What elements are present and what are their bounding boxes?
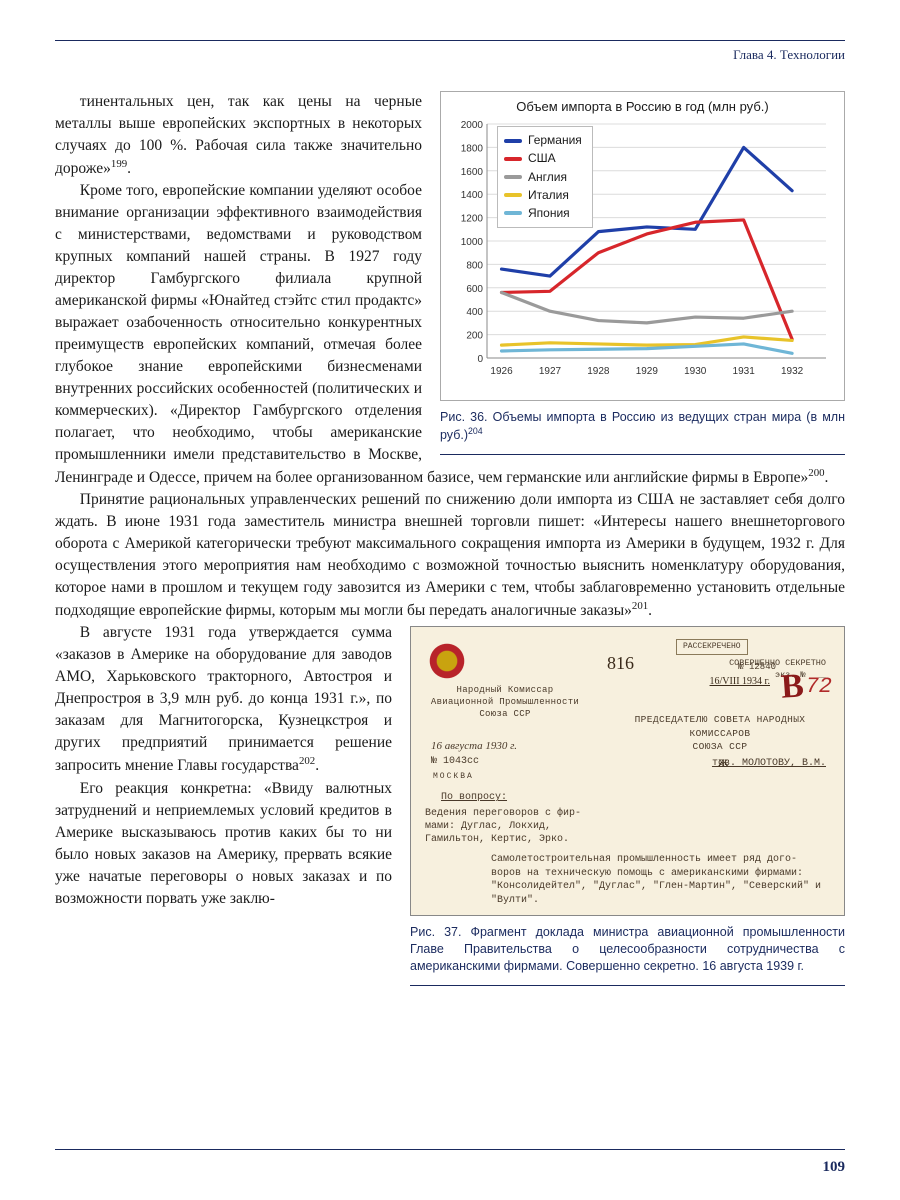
- stamp-date: 16/VIII 1934 г.: [710, 675, 770, 689]
- p5-text: Его реакция конкретна: «Ввиду валютных з…: [55, 780, 392, 907]
- svg-text:1932: 1932: [781, 366, 804, 377]
- legend-swatch: [504, 175, 522, 179]
- legend-item: Япония: [504, 205, 582, 222]
- doc-issuer: Народный КомиссарАвиационной Промышленно…: [425, 685, 585, 720]
- ussr-seal-icon: [427, 641, 467, 681]
- page-number: 109: [823, 1159, 846, 1176]
- svg-text:1600: 1600: [461, 167, 484, 178]
- paragraph-3: Принятие рациональных управленческих реш…: [55, 489, 845, 622]
- caption-text: Рис. 36. Объемы импорта в Россию из веду…: [440, 410, 845, 442]
- chapter-header: Глава 4. Технологии: [55, 47, 845, 63]
- figure-37: Народный КомиссарАвиационной Промышленно…: [410, 626, 845, 986]
- archival-document: Народный КомиссарАвиационной Промышленно…: [410, 626, 845, 916]
- doc-main-body: Самолетостроительная промышленность имее…: [491, 853, 830, 907]
- legend-label: Италия: [528, 187, 569, 204]
- legend-label: США: [528, 150, 556, 167]
- chart-legend: ГерманияСША АнглияИталияЯпония: [497, 126, 593, 227]
- doc-number: № 1043сс: [431, 755, 479, 769]
- figure-36: Объем импорта в Россию в год (млн руб.) …: [440, 91, 845, 455]
- legend-label: Англия: [528, 169, 567, 186]
- caption-footnote-ref: 204: [468, 426, 483, 436]
- footnote-201: 201: [632, 600, 648, 612]
- handwritten-mark-b: В: [780, 663, 806, 713]
- legend-swatch: [504, 139, 522, 143]
- footer-rule: [55, 1149, 845, 1150]
- declassified-stamp: РАССЕКРЕЧЕНО: [676, 639, 748, 654]
- p3-text: Принятие рациональных управленческих реш…: [55, 491, 845, 619]
- legend-swatch: [504, 211, 522, 215]
- svg-text:1200: 1200: [461, 214, 484, 225]
- svg-text:1929: 1929: [636, 366, 659, 377]
- subject-label-text: По вопросу:: [441, 792, 507, 803]
- svg-text:1930: 1930: [684, 366, 707, 377]
- legend-swatch: [504, 193, 522, 197]
- doc-date-script: 16 августа 1930 г.: [431, 739, 517, 755]
- svg-text:1800: 1800: [461, 144, 484, 155]
- footnote-200: 200: [808, 467, 824, 479]
- svg-text:1927: 1927: [539, 366, 562, 377]
- svg-text:200: 200: [466, 331, 483, 342]
- figure-37-caption: Рис. 37. Фрагмент доклада министра авиац…: [410, 924, 845, 986]
- svg-text:1926: 1926: [490, 366, 513, 377]
- chart-plot-area: 0 200 400 600 800 1000 1200 1400 1600 1800 2000 192…: [449, 120, 836, 380]
- doc-city: МОСКВА: [433, 771, 474, 782]
- handwritten-72: 72: [806, 671, 832, 702]
- footnote-199: 199: [111, 158, 127, 170]
- svg-text:400: 400: [466, 308, 483, 319]
- doc-recipient: тов. МОЛОТОВУ, В.М.: [712, 757, 826, 771]
- header-rule: [55, 40, 845, 41]
- svg-text:800: 800: [466, 261, 483, 272]
- doc-addressee: ПРЕДСЕДАТЕЛЮ СОВЕТА НАРОДНЫХ КОМИССАРОВС…: [610, 713, 830, 753]
- svg-text:1400: 1400: [461, 191, 484, 202]
- svg-text:1000: 1000: [461, 237, 484, 248]
- legend-item: Италия: [504, 187, 582, 204]
- page-body: Объем импорта в Россию в год (млн руб.) …: [55, 91, 845, 910]
- legend-label: Германия: [528, 132, 582, 149]
- doc-subject-body: Ведения переговоров с фир-мами: Дуглас, …: [425, 807, 625, 846]
- legend-item: Германия: [504, 132, 582, 149]
- import-chart: Объем импорта в Россию в год (млн руб.) …: [440, 91, 845, 401]
- doc-subject-label: По вопросу:: [441, 791, 507, 805]
- legend-item: США: [504, 150, 582, 167]
- legend-label: Япония: [528, 205, 570, 222]
- footnote-202: 202: [299, 755, 315, 767]
- svg-text:2000: 2000: [461, 120, 484, 131]
- p4-text: В августе 1931 года утверждается сумма «…: [55, 624, 392, 774]
- reg-number: № 12840: [738, 661, 776, 674]
- svg-text:1928: 1928: [587, 366, 610, 377]
- svg-text:0: 0: [477, 354, 483, 365]
- figure-36-caption: Рис. 36. Объемы импорта в Россию из веду…: [440, 409, 845, 455]
- svg-text:1931: 1931: [733, 366, 756, 377]
- legend-item: Англия: [504, 169, 582, 186]
- chart-title: Объем импорта в Россию в год (млн руб.): [449, 98, 836, 116]
- svg-text:600: 600: [466, 284, 483, 295]
- legend-swatch: [504, 157, 522, 161]
